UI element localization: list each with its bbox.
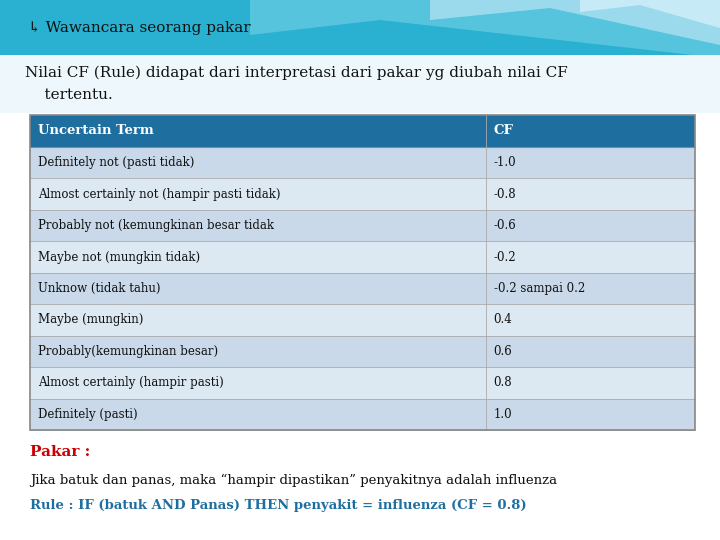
FancyBboxPatch shape — [30, 241, 695, 273]
Text: 0.4: 0.4 — [493, 313, 512, 327]
Text: Probably(kemungkinan besar): Probably(kemungkinan besar) — [38, 345, 218, 358]
Polygon shape — [430, 0, 720, 45]
FancyBboxPatch shape — [30, 367, 695, 399]
FancyBboxPatch shape — [30, 178, 695, 210]
Text: CF: CF — [493, 125, 513, 138]
FancyBboxPatch shape — [0, 0, 720, 60]
Text: Pakar :: Pakar : — [30, 445, 90, 459]
Text: Maybe (mungkin): Maybe (mungkin) — [38, 313, 143, 327]
Text: 0.8: 0.8 — [493, 376, 512, 389]
FancyBboxPatch shape — [30, 115, 695, 430]
Text: Rule : IF (batuk AND Panas) THEN penyakit = influenza (CF = 0.8): Rule : IF (batuk AND Panas) THEN penyaki… — [30, 500, 526, 512]
Text: Almost certainly not (hampir pasti tidak): Almost certainly not (hampir pasti tidak… — [38, 188, 281, 201]
Text: -0.8: -0.8 — [493, 188, 516, 201]
Text: tertentu.: tertentu. — [25, 88, 113, 102]
FancyBboxPatch shape — [30, 115, 695, 147]
Text: Jika batuk dan panas, maka “hampir dipastikan” penyakitnya adalah influenza: Jika batuk dan panas, maka “hampir dipas… — [30, 474, 557, 487]
Polygon shape — [250, 0, 720, 58]
Text: -1.0: -1.0 — [493, 156, 516, 169]
Text: -0.2: -0.2 — [493, 251, 516, 264]
FancyBboxPatch shape — [30, 399, 695, 430]
Text: Almost certainly (hampir pasti): Almost certainly (hampir pasti) — [38, 376, 224, 389]
FancyBboxPatch shape — [30, 210, 695, 241]
Text: ↳ Wawancara seorang pakar: ↳ Wawancara seorang pakar — [28, 21, 251, 35]
FancyBboxPatch shape — [30, 304, 695, 336]
Text: Nilai CF (Rule) didapat dari interpretasi dari pakar yg diubah nilai CF: Nilai CF (Rule) didapat dari interpretas… — [25, 66, 568, 80]
Text: Maybe not (mungkin tidak): Maybe not (mungkin tidak) — [38, 251, 200, 264]
Text: -0.6: -0.6 — [493, 219, 516, 232]
Text: 1.0: 1.0 — [493, 408, 512, 421]
FancyBboxPatch shape — [30, 273, 695, 304]
FancyBboxPatch shape — [30, 147, 695, 178]
Text: 0.6: 0.6 — [493, 345, 512, 358]
Text: Unknow (tidak tahu): Unknow (tidak tahu) — [38, 282, 161, 295]
Text: Definitely not (pasti tidak): Definitely not (pasti tidak) — [38, 156, 194, 169]
Text: -0.2 sampai 0.2: -0.2 sampai 0.2 — [493, 282, 585, 295]
Text: Definitely (pasti): Definitely (pasti) — [38, 408, 138, 421]
Text: Probably not (kemungkinan besar tidak: Probably not (kemungkinan besar tidak — [38, 219, 274, 232]
Polygon shape — [580, 0, 720, 28]
Text: Uncertain Term: Uncertain Term — [38, 125, 154, 138]
FancyBboxPatch shape — [0, 55, 720, 113]
FancyBboxPatch shape — [30, 336, 695, 367]
